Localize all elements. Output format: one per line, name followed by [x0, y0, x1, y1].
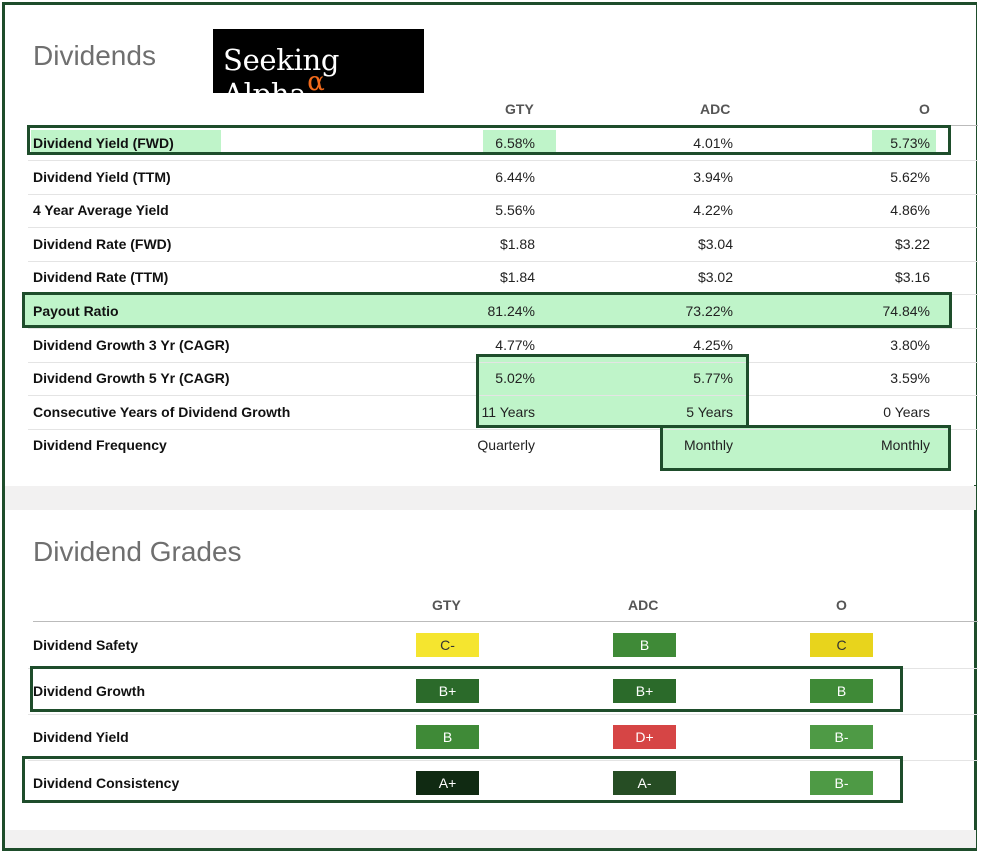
dividend-value-gty: Quarterly — [477, 437, 535, 454]
dividends-title: Dividends — [33, 40, 156, 71]
grades-col-gty: GTY — [432, 597, 461, 613]
dividend-value-o: Monthly — [880, 437, 930, 454]
logo-alpha-symbol: α — [307, 67, 325, 97]
grades-col-o: O — [836, 597, 847, 613]
dividend-value-o: $3.22 — [894, 235, 930, 252]
dividend-value-adc: $3.02 — [697, 269, 733, 286]
dividend-row: Dividend Rate (TTM) $1.84 $3.02 $3.16 — [28, 261, 978, 296]
grade-badge-gty: A+ — [416, 771, 479, 795]
dividends-col-o: O — [919, 101, 930, 117]
grade-badge-gty: C- — [416, 633, 479, 657]
grade-badge-o: B- — [810, 725, 873, 749]
dividend-value-gty: 6.44% — [495, 168, 535, 185]
dividend-value-gty: $1.88 — [499, 235, 535, 252]
dividend-row-label: Dividend Rate (TTM) — [33, 269, 169, 286]
grade-badge-adc: A- — [613, 771, 676, 795]
grade-row: Dividend Safety C- B C — [28, 622, 978, 669]
dividend-value-adc: 5.77% — [693, 370, 733, 387]
dividend-value-gty: 4.77% — [495, 336, 535, 353]
dividend-value-adc: Monthly — [683, 437, 733, 454]
dividend-row-label: Consecutive Years of Dividend Growth — [33, 403, 291, 420]
grade-badge-gty: B — [416, 725, 479, 749]
dividend-value-o: $3.16 — [894, 269, 930, 286]
dividend-row: Dividend Growth 5 Yr (CAGR) 5.02% 5.77% 3.5… — [28, 362, 978, 397]
callout-box-frequency — [660, 425, 951, 471]
dividend-value-adc: $3.04 — [697, 235, 733, 252]
grade-row-label: Dividend Growth — [33, 683, 145, 699]
dividend-value-adc: 5 Years — [686, 403, 733, 420]
grade-badge-adc: B+ — [613, 679, 676, 703]
dividend-value-o: 5.62% — [890, 168, 930, 185]
grade-row-label: Dividend Yield — [33, 729, 129, 745]
callout-box-dividend-growth-grade — [30, 666, 903, 712]
dividend-row: Dividend Rate (FWD) $1.88 $3.04 $3.22 — [28, 228, 978, 262]
dividend-value-o: 3.59% — [890, 370, 930, 387]
callout-box-payout-ratio — [22, 292, 952, 328]
grade-row-label: Dividend Consistency — [33, 775, 180, 791]
highlight-frequency — [663, 428, 948, 468]
callout-box-yield-fwd — [27, 125, 951, 155]
dividend-value-o: 5.73% — [890, 135, 930, 151]
dividend-row-label: Dividend Rate (FWD) — [33, 235, 172, 252]
grade-badge-o: B- — [810, 771, 873, 795]
highlight-yield-fwd-label — [31, 130, 221, 152]
dividend-value-o: 4.86% — [890, 202, 930, 219]
dividend-value-gty: $1.84 — [499, 269, 535, 286]
dividend-value-o: 74.84% — [882, 303, 930, 319]
dividends-col-gty: GTY — [505, 101, 534, 117]
dividends-col-adc: ADC — [700, 101, 731, 117]
dividend-value-adc: 4.22% — [693, 202, 733, 219]
grades-title: Dividend Grades — [33, 536, 242, 567]
dividend-value-o: 3.80% — [890, 336, 930, 353]
dividend-value-gty: 81.24% — [487, 303, 535, 319]
dividend-value-adc: 3.94% — [693, 168, 733, 185]
grade-badge-o: B — [810, 679, 873, 703]
dividend-value-adc: 4.25% — [693, 336, 733, 353]
dividend-row-label: Dividend Growth 3 Yr (CAGR) — [33, 336, 230, 353]
dividend-row-label: Dividend Growth 5 Yr (CAGR) — [33, 370, 230, 387]
dividend-row-label: 4 Year Average Yield — [33, 202, 169, 219]
dividend-row: 4 Year Average Yield 5.56% 4.22% 4.86% — [28, 194, 978, 229]
dividend-value-o: 0 Years — [883, 403, 930, 420]
dividend-value-gty: 5.56% — [495, 202, 535, 219]
seeking-alpha-logo: Seeking Alphaα — [213, 29, 424, 111]
dividend-row: Dividend Yield (TTM) 6.44% 3.94% 5.62% — [28, 161, 978, 195]
bottom-separator — [5, 830, 976, 848]
grade-badge-gty: B+ — [416, 679, 479, 703]
callout-box-dividend-consistency-grade — [22, 756, 903, 803]
dividend-row-label: Dividend Yield (TTM) — [33, 168, 171, 185]
highlight-yield-fwd-gty — [483, 130, 556, 152]
dividend-value-adc: 73.22% — [685, 303, 733, 319]
dividend-row: Dividend Yield (FWD) 6.58% 4.01% 5.73% — [28, 127, 978, 161]
highlight-yield-fwd-o — [872, 130, 936, 152]
dividend-value-gty: 11 Years — [481, 403, 535, 420]
dividend-row-label: Dividend Frequency — [33, 437, 167, 454]
highlight-payout-ratio — [25, 295, 949, 325]
grades-col-adc: ADC — [628, 597, 659, 613]
dividend-row-label: Payout Ratio — [33, 303, 119, 319]
grade-badge-adc: B — [613, 633, 676, 657]
dividend-value-gty: 5.02% — [495, 370, 535, 387]
section-separator — [5, 486, 976, 510]
grade-row: Dividend Yield B D+ B- — [28, 714, 978, 761]
grade-row: Dividend Growth B+ B+ B — [28, 668, 978, 715]
dividend-row: Dividend Frequency Quarterly Monthly Monthl… — [28, 429, 978, 462]
dividend-row-label: Dividend Yield (FWD) — [33, 135, 174, 151]
grade-badge-adc: D+ — [613, 725, 676, 749]
grades-header-divider — [33, 621, 978, 622]
grade-row: Dividend Consistency A+ A- B- — [28, 760, 978, 806]
dividend-row: Consecutive Years of Dividend Growth 11 Y… — [28, 396, 978, 430]
dividend-row: Payout Ratio 81.24% 73.22% 74.84% — [28, 295, 978, 329]
dividend-value-gty: 6.58% — [495, 135, 535, 151]
grade-row-label: Dividend Safety — [33, 637, 139, 653]
callout-box-growth-5yr — [476, 354, 749, 428]
logo-text: Seeking Alpha — [223, 43, 340, 111]
highlight-growth-5yr — [479, 357, 746, 425]
dividend-value-adc: 4.01% — [693, 135, 733, 151]
dividend-row: Dividend Growth 3 Yr (CAGR) 4.77% 4.25% 3.8… — [28, 329, 978, 363]
grade-badge-o: C — [810, 633, 873, 657]
